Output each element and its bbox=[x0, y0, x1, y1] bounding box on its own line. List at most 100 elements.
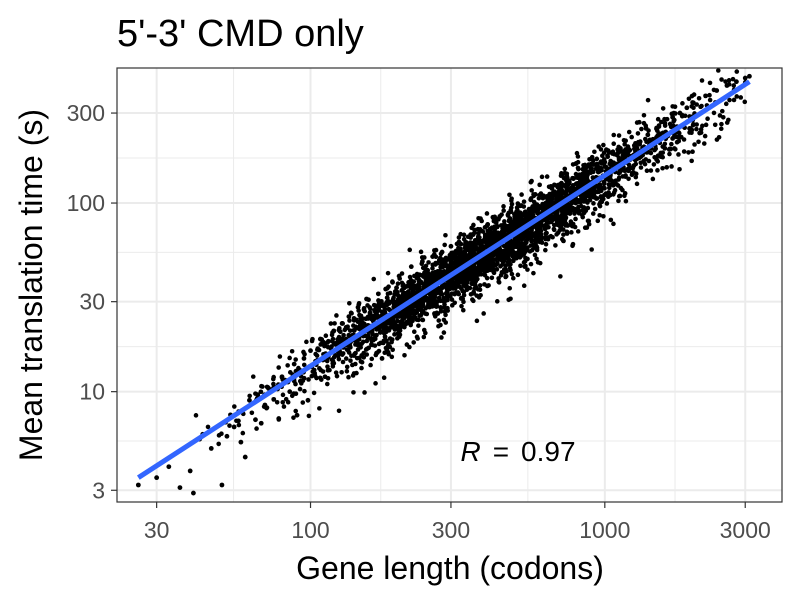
data-point bbox=[344, 369, 350, 374]
data-point bbox=[443, 232, 448, 238]
data-point bbox=[250, 374, 256, 379]
data-point bbox=[492, 216, 498, 222]
data-point bbox=[507, 192, 512, 198]
data-point bbox=[616, 133, 622, 138]
data-point bbox=[521, 283, 527, 289]
data-point bbox=[495, 255, 501, 261]
data-point bbox=[417, 272, 422, 278]
data-point bbox=[508, 249, 514, 255]
data-point bbox=[366, 297, 371, 303]
data-point bbox=[606, 185, 612, 191]
data-point bbox=[580, 214, 586, 220]
data-point bbox=[382, 334, 388, 340]
data-point bbox=[707, 80, 713, 86]
data-point bbox=[510, 275, 516, 281]
data-point bbox=[623, 174, 628, 179]
data-point bbox=[422, 255, 427, 260]
data-point bbox=[660, 106, 666, 111]
data-point bbox=[297, 386, 303, 392]
data-point bbox=[610, 182, 615, 188]
data-point bbox=[575, 165, 581, 171]
data-point bbox=[645, 132, 651, 138]
data-point bbox=[418, 279, 424, 285]
data-point bbox=[448, 284, 453, 289]
data-point bbox=[726, 82, 732, 87]
data-point bbox=[359, 365, 364, 371]
data-point bbox=[302, 388, 307, 394]
data-point bbox=[548, 183, 554, 189]
data-point bbox=[690, 100, 695, 105]
data-point bbox=[464, 272, 469, 277]
data-point bbox=[205, 424, 211, 430]
data-point bbox=[525, 245, 530, 250]
data-point bbox=[609, 159, 615, 165]
data-point bbox=[497, 246, 503, 252]
data-point bbox=[616, 170, 622, 176]
data-point bbox=[385, 270, 391, 276]
data-point bbox=[530, 233, 536, 238]
data-point bbox=[556, 192, 562, 198]
data-point bbox=[611, 141, 617, 147]
data-point bbox=[471, 289, 476, 295]
data-point bbox=[368, 316, 374, 322]
data-point bbox=[373, 308, 378, 314]
data-point bbox=[442, 309, 448, 314]
data-point bbox=[694, 122, 699, 127]
data-point bbox=[408, 264, 414, 270]
data-point bbox=[518, 203, 523, 209]
data-point bbox=[238, 439, 244, 445]
data-point bbox=[688, 126, 694, 132]
data-point bbox=[686, 96, 692, 102]
data-point bbox=[723, 79, 728, 84]
data-point bbox=[512, 211, 517, 217]
data-point bbox=[333, 370, 339, 375]
data-point bbox=[166, 464, 172, 470]
data-point bbox=[433, 254, 439, 260]
data-point bbox=[465, 256, 471, 261]
data-point bbox=[369, 338, 374, 343]
data-point bbox=[616, 198, 621, 204]
data-point bbox=[384, 286, 390, 291]
data-point bbox=[409, 310, 415, 315]
grid-minor bbox=[117, 68, 782, 502]
data-point bbox=[283, 396, 289, 402]
data-point bbox=[662, 116, 667, 122]
data-point bbox=[499, 212, 504, 217]
data-point bbox=[498, 263, 503, 269]
data-point bbox=[219, 431, 224, 437]
data-point bbox=[397, 276, 402, 281]
data-point bbox=[621, 167, 626, 173]
data-point bbox=[258, 389, 264, 395]
data-point bbox=[618, 146, 623, 151]
data-point bbox=[456, 245, 461, 251]
data-point bbox=[415, 336, 420, 341]
data-point bbox=[402, 352, 407, 358]
data-point bbox=[383, 329, 389, 335]
data-point bbox=[734, 69, 740, 74]
data-point bbox=[505, 243, 510, 248]
data-point bbox=[412, 315, 418, 320]
data-point bbox=[346, 332, 352, 338]
data-point bbox=[689, 158, 694, 164]
data-point bbox=[681, 149, 687, 154]
data-point bbox=[534, 256, 539, 262]
data-point bbox=[443, 284, 449, 290]
data-point bbox=[322, 343, 328, 348]
data-point bbox=[568, 208, 573, 213]
x-axis-ticks: 30 100 300 1000 3000 bbox=[144, 502, 771, 543]
data-point bbox=[567, 188, 573, 194]
data-point bbox=[465, 234, 471, 240]
data-point bbox=[623, 138, 628, 143]
data-point bbox=[484, 211, 490, 216]
data-point bbox=[357, 312, 362, 318]
data-point bbox=[265, 385, 271, 390]
data-point bbox=[281, 404, 287, 409]
data-point bbox=[291, 361, 297, 367]
data-point bbox=[534, 234, 540, 240]
data-point bbox=[529, 247, 535, 253]
data-point bbox=[341, 332, 346, 338]
plot-panel-border bbox=[116, 67, 783, 503]
data-point bbox=[595, 164, 600, 170]
data-point bbox=[433, 247, 439, 253]
data-point bbox=[340, 321, 345, 326]
